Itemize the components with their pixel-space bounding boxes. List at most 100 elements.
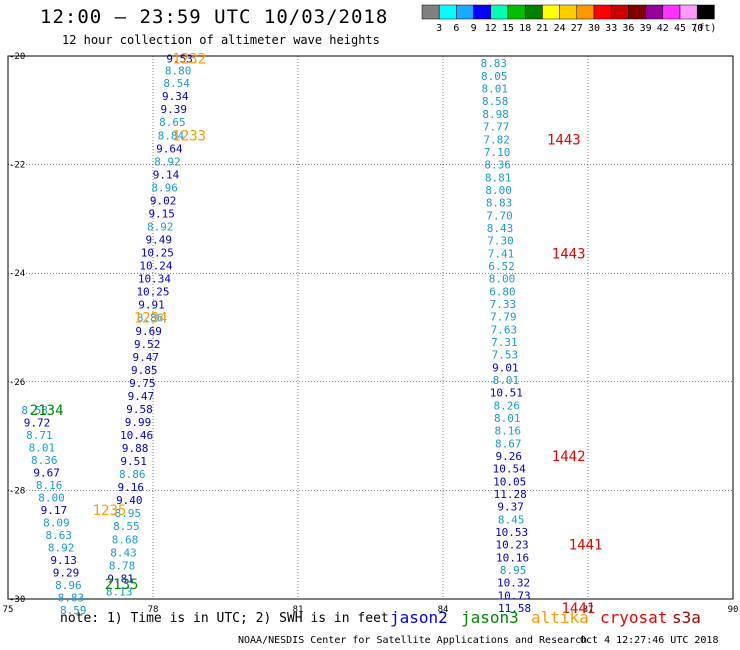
legend-label-12: 39 — [640, 23, 652, 34]
data-point-84: 8.01 — [493, 374, 520, 387]
data-point-10: 8.96 — [151, 181, 178, 194]
data-point-69: 8.00 — [485, 184, 512, 197]
data-point-29: 10.46 — [120, 429, 153, 442]
data-point-24: 9.85 — [131, 364, 158, 377]
plot-frame — [7, 55, 734, 600]
data-point-30: 9.88 — [122, 442, 149, 455]
data-point-94: 9.37 — [497, 501, 524, 514]
legend-label-14: 45 — [674, 23, 686, 34]
data-point-63: 8.98 — [482, 108, 509, 121]
data-point-4: 9.39 — [161, 103, 188, 116]
legend-swatch-13 — [645, 4, 664, 20]
data-point-76: 8.00 — [489, 273, 516, 286]
pass-time-1: 1233 — [172, 128, 206, 144]
data-point-79: 7.79 — [490, 311, 517, 324]
data-point-78: 7.33 — [490, 298, 517, 311]
data-point-73: 7.30 — [487, 235, 514, 248]
data-point-38: 8.43 — [110, 546, 137, 559]
pass-time-5: 2135 — [105, 577, 139, 593]
data-point-102: 11.58 — [498, 602, 531, 615]
data-point-99: 8.95 — [500, 564, 527, 577]
legend-swatch-10 — [593, 4, 612, 20]
data-point-74: 7.41 — [488, 248, 515, 261]
legend-jason2: jason2 — [390, 608, 448, 627]
data-point-89: 8.67 — [495, 438, 522, 451]
credit-time: Oct 4 12:27:46 UTC 2018 — [580, 635, 719, 646]
legend-label-3: 12 — [485, 23, 497, 34]
data-point-0: 9.53 — [166, 53, 193, 66]
data-point-51: 8.09 — [43, 516, 70, 529]
legend-swatch-6 — [524, 4, 543, 20]
legend-s3a: s3a — [672, 608, 701, 627]
data-point-41: 8.13 — [106, 585, 133, 598]
data-point-97: 10.23 — [496, 539, 529, 552]
data-point-48: 8.16 — [36, 479, 63, 492]
legend-swatch-14 — [662, 4, 681, 20]
data-point-8: 8.92 — [154, 155, 181, 168]
data-point-87: 8.01 — [494, 412, 521, 425]
xtick-label-78: 78 — [148, 605, 159, 615]
legend-jason3: jason3 — [461, 608, 519, 627]
data-point-75: 6.52 — [488, 260, 515, 273]
legend-swatch-2 — [456, 4, 474, 20]
data-point-23: 9.47 — [133, 351, 160, 364]
data-point-47: 9.67 — [33, 466, 60, 479]
data-point-90: 9.26 — [495, 450, 522, 463]
color-legend: 3 6 9 12 15 18 21 24 27 30 33 36 39 42 45 70(ft) — [421, 4, 716, 34]
pass-time-4: 2134 — [30, 403, 64, 419]
ytick-label--20: -20 — [9, 52, 25, 62]
data-point-16: 10.24 — [139, 260, 172, 273]
data-point-21: 9.69 — [135, 325, 162, 338]
data-point-70: 8.83 — [486, 197, 513, 210]
data-point-62: 8.58 — [482, 95, 509, 108]
legend-label-9: 30 — [588, 23, 600, 34]
pass-time-7: 1443 — [552, 247, 586, 263]
pass-time-2: 1234 — [134, 311, 168, 327]
data-point-68: 8.81 — [485, 172, 512, 185]
pass-time-9: 1441 — [569, 538, 603, 554]
legend-label-1: 6 — [453, 23, 459, 34]
legend-altika: altika — [531, 608, 589, 627]
data-point-61: 8.01 — [481, 83, 508, 96]
ytick-label--24: -24 — [9, 269, 25, 279]
data-point-28: 9.99 — [125, 416, 152, 429]
data-point-57: 8.83 — [58, 591, 85, 604]
data-point-22: 9.52 — [134, 338, 161, 351]
data-point-17: 10.34 — [138, 273, 171, 286]
pass-time-3: 1235 — [93, 503, 127, 519]
ytick-label--22: -22 — [9, 161, 25, 171]
data-point-13: 8.92 — [147, 221, 174, 234]
data-point-1: 8.80 — [165, 65, 192, 78]
data-point-56: 8.96 — [55, 579, 82, 592]
data-point-85: 10.51 — [490, 387, 523, 400]
data-point-15: 10.25 — [141, 247, 174, 260]
legend-label-15: 70 — [691, 23, 703, 34]
data-point-53: 8.92 — [48, 541, 75, 554]
legend-swatch-16 — [696, 4, 715, 20]
data-point-2: 8.54 — [163, 77, 190, 90]
data-point-64: 7.77 — [483, 121, 510, 134]
data-point-46: 8.36 — [31, 454, 58, 467]
legend-unit: (ft) — [692, 23, 716, 34]
data-point-93: 11.28 — [494, 488, 527, 501]
data-point-26: 9.47 — [128, 390, 155, 403]
ytick-label--30: -30 — [9, 595, 25, 605]
data-point-83: 9.01 — [492, 362, 519, 375]
data-point-36: 8.55 — [113, 520, 140, 533]
data-point-82: 7.53 — [492, 349, 519, 362]
legend-label-7: 24 — [554, 23, 566, 34]
data-point-20: 8.86 — [137, 312, 164, 325]
data-point-65: 7.82 — [483, 134, 510, 147]
data-point-100: 10.32 — [497, 577, 530, 590]
data-point-5: 8.65 — [159, 116, 186, 129]
chart-title: 12:00 — 23:59 UTC 10/03/2018 — [40, 6, 389, 28]
legend-swatch-9 — [576, 4, 595, 20]
legend-swatch-7 — [542, 4, 560, 20]
data-point-19: 9.91 — [138, 299, 165, 312]
data-point-49: 8.00 — [38, 491, 65, 504]
data-point-54: 9.13 — [50, 554, 77, 567]
data-point-96: 10.53 — [495, 526, 528, 539]
data-point-45: 8.01 — [29, 442, 56, 455]
data-point-72: 8.43 — [487, 222, 514, 235]
